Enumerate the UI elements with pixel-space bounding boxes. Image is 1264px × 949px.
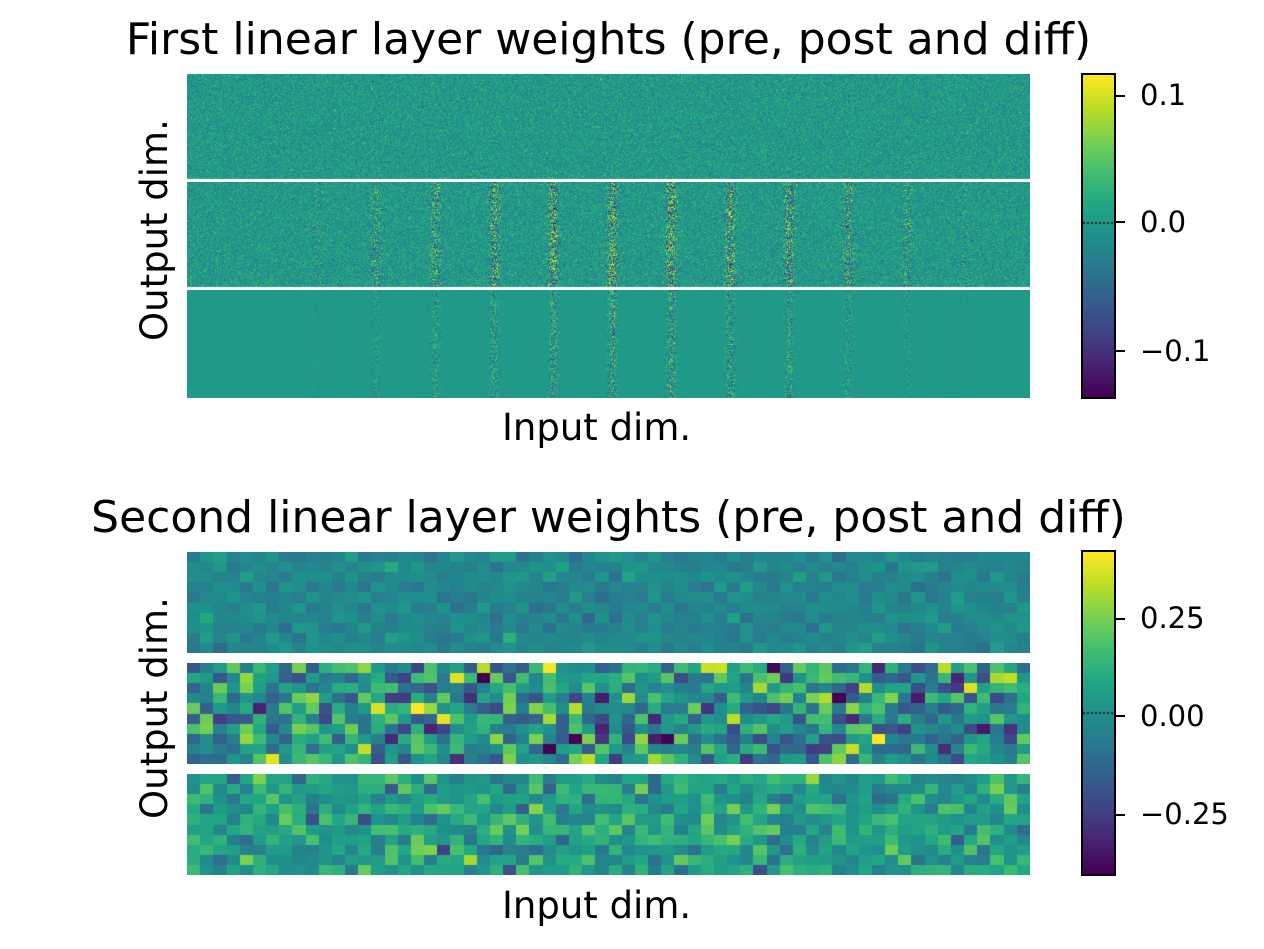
chart2-panel-pre xyxy=(187,552,1030,653)
chart1-panel-post xyxy=(187,182,1030,288)
chart2-xlabel: Input dim. xyxy=(502,884,692,927)
chart2-cbar-tick-2 xyxy=(1116,715,1125,717)
chart2-cbar-label-2: 0.00 xyxy=(1140,699,1205,733)
chart1-cbar-tick-1 xyxy=(1116,95,1125,97)
chart1-ylabel: Output dim. xyxy=(133,119,176,341)
chart1-colorbar xyxy=(1081,73,1116,399)
chart2-panel-diff xyxy=(187,774,1030,875)
chart2-ylabel: Output dim. xyxy=(133,597,176,819)
chart2-title: Second linear layer weights (pre, post a… xyxy=(91,492,1126,543)
chart1-panel-pre xyxy=(187,74,1030,180)
chart1-cbar-tick-3 xyxy=(1116,350,1125,352)
chart1-cbar-label-2: 0.0 xyxy=(1140,205,1187,239)
chart2-cbar-tick-1 xyxy=(1116,618,1125,620)
chart1-cbar-label-3: −0.1 xyxy=(1140,334,1211,368)
chart1-cbar-tick-2 xyxy=(1116,221,1125,223)
chart1-xlabel: Input dim. xyxy=(502,406,692,449)
chart2-cbar-label-1: 0.25 xyxy=(1140,601,1205,635)
chart1-panel-diff xyxy=(187,290,1030,398)
chart2-colorbar xyxy=(1081,550,1116,876)
chart1-cbar-label-1: 0.1 xyxy=(1140,78,1187,112)
chart2-panel-post xyxy=(187,663,1030,764)
chart2-cbar-label-3: −0.25 xyxy=(1140,797,1229,831)
chart1-title: First linear layer weights (pre, post an… xyxy=(125,14,1092,65)
chart2-cbar-tick-3 xyxy=(1116,814,1125,816)
